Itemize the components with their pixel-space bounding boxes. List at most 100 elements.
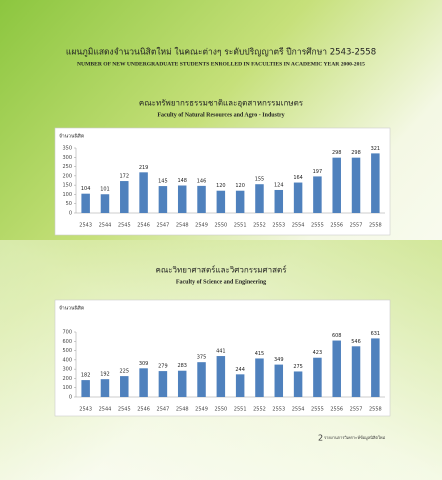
value-label: 298 xyxy=(332,150,342,156)
value-label: 349 xyxy=(274,357,284,363)
value-label: 120 xyxy=(235,183,245,189)
bar xyxy=(274,364,284,397)
value-label: 164 xyxy=(293,175,303,181)
y-tick-label: 200 xyxy=(62,376,72,382)
value-label: 225 xyxy=(120,369,130,375)
value-label: 197 xyxy=(313,169,323,175)
y-tick-label: 0 xyxy=(69,211,72,217)
y-tick-label: 200 xyxy=(62,173,72,179)
bar xyxy=(120,181,129,213)
x-tick-label: 2552 xyxy=(253,223,266,229)
x-tick-label: 2550 xyxy=(214,223,227,229)
x-tick-label: 2546 xyxy=(137,407,150,413)
bar xyxy=(313,357,322,397)
x-tick-label: 2548 xyxy=(176,223,189,229)
value-label: 120 xyxy=(216,183,226,189)
x-tick-label: 2551 xyxy=(234,223,247,229)
chart-title: คณะทรัพยากรธรรมชาติและอุตสาหกรรมเกษตร xyxy=(139,99,304,108)
x-tick-label: 2549 xyxy=(195,407,208,413)
y-tick-label: 350 xyxy=(62,146,72,152)
bar xyxy=(158,371,168,397)
x-tick-label: 2557 xyxy=(350,407,363,413)
x-tick-label: 2558 xyxy=(369,223,382,229)
value-label: 631 xyxy=(371,331,381,337)
x-tick-label: 2545 xyxy=(118,407,131,413)
y-tick-label: 0 xyxy=(69,395,72,401)
x-tick-label: 2555 xyxy=(311,223,324,229)
title-en: NUMBER OF NEW UNDERGRADUATE STUDENTS ENR… xyxy=(77,61,365,67)
value-label: 172 xyxy=(120,174,130,180)
bar xyxy=(81,193,90,213)
value-label: 441 xyxy=(216,349,226,355)
value-label: 298 xyxy=(351,150,361,156)
x-tick-label: 2546 xyxy=(137,223,150,229)
x-tick-label: 2545 xyxy=(118,223,131,229)
value-label: 275 xyxy=(293,364,303,370)
bar xyxy=(351,346,361,397)
bar xyxy=(293,371,303,397)
x-tick-label: 2556 xyxy=(330,407,343,413)
bar xyxy=(139,368,148,397)
bar xyxy=(177,185,187,213)
value-label: 146 xyxy=(197,178,207,184)
bar xyxy=(177,370,187,397)
x-tick-label: 2558 xyxy=(369,407,382,413)
y-tick-label: 250 xyxy=(62,164,72,170)
value-label: 101 xyxy=(100,187,110,193)
x-tick-label: 2553 xyxy=(272,407,285,413)
bar xyxy=(81,380,90,397)
x-tick-label: 2549 xyxy=(195,223,208,229)
value-label: 192 xyxy=(100,372,110,378)
bar xyxy=(351,157,361,213)
bar xyxy=(216,190,226,213)
x-tick-label: 2543 xyxy=(79,223,92,229)
x-tick-label: 2548 xyxy=(176,407,189,413)
value-label: 423 xyxy=(313,350,323,356)
title-th: แผนภูมิแสดงจำนวนนิสิตใหม่ ในคณะต่างๆ ระด… xyxy=(66,47,376,58)
y-tick-label: 150 xyxy=(62,183,72,189)
x-tick-label: 2547 xyxy=(157,407,170,413)
value-label: 148 xyxy=(177,178,187,184)
bar xyxy=(235,190,245,213)
x-tick-label: 2550 xyxy=(214,407,227,413)
x-tick-label: 2554 xyxy=(292,407,305,413)
bar xyxy=(371,153,380,213)
value-label: 104 xyxy=(81,186,91,192)
chart-subtitle: Faculty of Natural Resources and Agro - … xyxy=(157,112,284,118)
bar xyxy=(216,356,226,397)
value-label: 124 xyxy=(274,182,284,188)
bar xyxy=(120,376,129,397)
bar xyxy=(274,189,284,213)
x-tick-label: 2544 xyxy=(99,407,112,413)
chart-title: คณะวิทยาศาสตร์และวิศวกรรมศาสตร์ xyxy=(155,265,287,275)
bar xyxy=(371,338,380,397)
value-label: 279 xyxy=(158,364,168,370)
y-tick-label: 500 xyxy=(62,348,72,354)
footer-text: รายงานการวิเคราะห์ข้อมูลนิสิตใหม่ xyxy=(324,435,386,441)
y-tick-label: 100 xyxy=(62,192,72,198)
x-tick-label: 2553 xyxy=(272,223,285,229)
value-label: 155 xyxy=(255,177,265,183)
value-label: 309 xyxy=(139,361,149,367)
bar xyxy=(255,358,264,397)
x-tick-label: 2555 xyxy=(311,407,324,413)
bar xyxy=(139,172,148,213)
y-tick-label: 50 xyxy=(66,201,72,207)
y-axis-label: จำนวนนิสิต xyxy=(59,133,84,140)
value-label: 182 xyxy=(81,373,91,379)
value-label: 321 xyxy=(371,146,381,152)
y-tick-label: 400 xyxy=(62,357,72,363)
value-label: 219 xyxy=(139,165,149,171)
bar xyxy=(235,374,245,397)
value-label: 145 xyxy=(158,179,168,185)
x-tick-label: 2557 xyxy=(350,223,363,229)
bar xyxy=(100,194,110,213)
bar xyxy=(255,184,264,213)
y-tick-label: 600 xyxy=(62,339,72,345)
chart-subtitle: Faculty of Science and Engineering xyxy=(176,279,266,285)
y-tick-label: 100 xyxy=(62,385,72,391)
x-tick-label: 2547 xyxy=(157,223,170,229)
value-label: 415 xyxy=(255,351,265,357)
x-tick-label: 2544 xyxy=(99,223,112,229)
